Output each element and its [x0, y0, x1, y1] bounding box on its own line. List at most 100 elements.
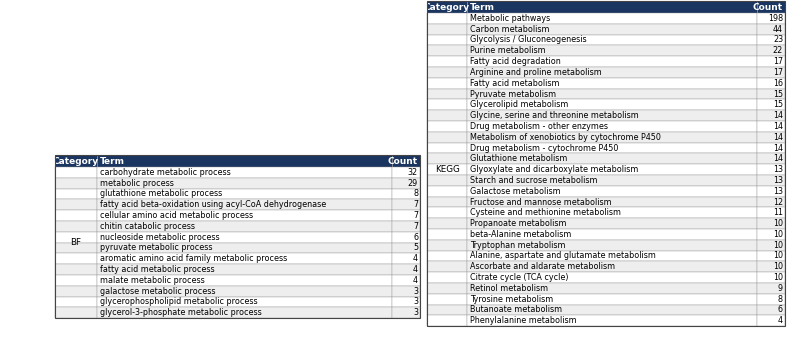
Bar [427, 304, 467, 316]
Text: 10: 10 [773, 252, 783, 261]
Text: 17: 17 [773, 57, 783, 66]
Bar [392, 264, 420, 275]
Text: 198: 198 [768, 14, 783, 23]
Bar [757, 99, 785, 110]
Bar [467, 24, 757, 35]
Text: Metabolic pathways: Metabolic pathways [470, 14, 551, 23]
Bar [757, 143, 785, 153]
Bar [427, 132, 467, 143]
Bar [467, 67, 757, 78]
Text: Citrate cycle (TCA cycle): Citrate cycle (TCA cycle) [470, 273, 569, 282]
Bar [467, 186, 757, 197]
Bar [467, 99, 757, 110]
Bar [757, 1, 785, 13]
Text: metabolic process: metabolic process [100, 179, 174, 188]
Bar [392, 178, 420, 189]
Text: 4: 4 [778, 316, 783, 325]
Bar [97, 307, 392, 318]
Bar [392, 199, 420, 210]
Bar [55, 155, 420, 318]
Text: Metabolism of xenobiotics by cytochrome P450: Metabolism of xenobiotics by cytochrome … [470, 133, 661, 142]
Bar [55, 307, 97, 318]
Bar [55, 275, 97, 286]
Bar [392, 232, 420, 243]
Text: Ascorbate and aldarate metabolism: Ascorbate and aldarate metabolism [470, 262, 615, 271]
Text: Glutathione metabolism: Glutathione metabolism [470, 154, 567, 163]
Bar [757, 164, 785, 175]
Bar [467, 316, 757, 326]
Text: 3: 3 [413, 298, 418, 307]
Bar [55, 221, 97, 232]
Bar [392, 155, 420, 167]
Text: 14: 14 [773, 111, 783, 120]
Bar [97, 189, 392, 199]
Text: 8: 8 [413, 190, 418, 199]
Bar [427, 186, 467, 197]
Text: 15: 15 [773, 90, 783, 99]
Text: Propanoate metabolism: Propanoate metabolism [470, 219, 566, 228]
Bar [757, 240, 785, 251]
Bar [427, 67, 467, 78]
Text: Cysteine and methionine metabolism: Cysteine and methionine metabolism [470, 208, 621, 217]
Bar [427, 121, 467, 132]
Bar [97, 178, 392, 189]
Text: 7: 7 [413, 211, 418, 220]
Text: 14: 14 [773, 133, 783, 142]
Bar [55, 243, 97, 253]
Bar [427, 283, 467, 294]
Bar [467, 78, 757, 89]
Text: Tryptophan metabolism: Tryptophan metabolism [470, 241, 566, 250]
Text: 6: 6 [413, 233, 418, 242]
Text: Count: Count [753, 2, 783, 11]
Text: 10: 10 [773, 241, 783, 250]
Bar [467, 207, 757, 218]
Bar [467, 45, 757, 56]
Text: 4: 4 [413, 276, 418, 285]
Bar [55, 297, 97, 307]
Text: 10: 10 [773, 262, 783, 271]
Bar [757, 132, 785, 143]
Bar [392, 221, 420, 232]
Bar [467, 218, 757, 229]
Bar [97, 167, 392, 178]
Bar [467, 132, 757, 143]
Text: 10: 10 [773, 230, 783, 239]
Bar [467, 283, 757, 294]
Bar [467, 261, 757, 272]
Text: 10: 10 [773, 273, 783, 282]
Text: 16: 16 [773, 79, 783, 88]
Bar [467, 153, 757, 164]
Bar [97, 155, 392, 167]
Text: Phenylalanine metabolism: Phenylalanine metabolism [470, 316, 577, 325]
Text: Butanoate metabolism: Butanoate metabolism [470, 306, 562, 315]
Text: 6: 6 [778, 306, 783, 315]
Bar [427, 89, 467, 99]
Text: Galactose metabolism: Galactose metabolism [470, 187, 561, 196]
Text: Alanine, aspartate and glutamate metabolism: Alanine, aspartate and glutamate metabol… [470, 252, 656, 261]
Bar [427, 24, 467, 35]
Bar [427, 197, 467, 207]
Bar [427, 78, 467, 89]
Bar [757, 110, 785, 121]
Text: Term: Term [100, 156, 125, 165]
Text: 4: 4 [413, 265, 418, 274]
Bar [97, 243, 392, 253]
Bar [467, 13, 757, 24]
Text: Term: Term [470, 2, 495, 11]
Text: 23: 23 [773, 36, 783, 45]
Text: Glycolysis / Gluconeogenesis: Glycolysis / Gluconeogenesis [470, 36, 587, 45]
Bar [467, 240, 757, 251]
Bar [757, 13, 785, 24]
Text: 29: 29 [408, 179, 418, 188]
Bar [392, 253, 420, 264]
Bar [467, 110, 757, 121]
Text: 14: 14 [773, 144, 783, 153]
Bar [427, 1, 467, 13]
Bar [55, 286, 97, 297]
Bar [427, 35, 467, 45]
Bar [55, 167, 97, 178]
Text: Category: Category [53, 156, 99, 165]
Text: Purine metabolism: Purine metabolism [470, 46, 546, 55]
Text: Tyrosine metabolism: Tyrosine metabolism [470, 295, 553, 304]
Bar [467, 175, 757, 186]
